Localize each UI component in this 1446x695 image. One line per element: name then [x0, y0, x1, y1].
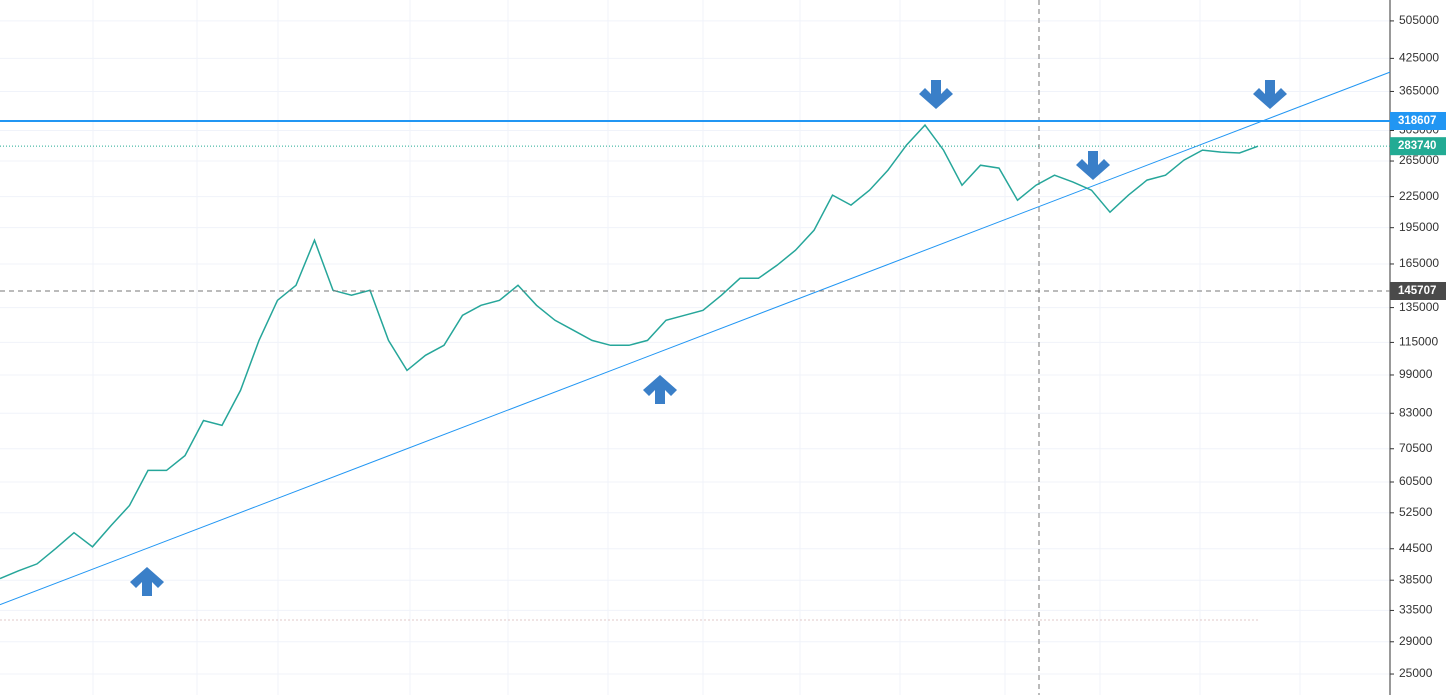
price-tag [1390, 111, 1446, 130]
y-tick-label: 70500 [1399, 441, 1433, 455]
arrow [1253, 80, 1287, 109]
price-tag [1390, 137, 1446, 156]
y-tick-label: 365000 [1399, 84, 1439, 98]
arrow [1076, 151, 1110, 180]
y-tick-label: 505000 [1399, 13, 1439, 27]
y-tick-label: 52500 [1399, 505, 1433, 519]
arrow [130, 567, 164, 596]
y-tick-label: 29000 [1399, 634, 1433, 648]
y-tick-label: 225000 [1399, 189, 1439, 203]
price-tag-label: 318607 [1398, 115, 1436, 127]
y-tick-label: 425000 [1399, 51, 1439, 65]
y-tick-label: 165000 [1399, 256, 1439, 270]
crosshair-tag [1390, 281, 1446, 300]
arrow [919, 80, 953, 109]
y-tick-label: 135000 [1399, 300, 1439, 314]
arrows [130, 80, 1287, 596]
crosshair-tag-label: 145707 [1398, 285, 1436, 297]
y-tick-label: 33500 [1399, 603, 1433, 617]
y-tick-label: 115000 [1399, 335, 1438, 349]
price-line [0, 123, 1259, 580]
y-tick-label: 195000 [1399, 220, 1439, 234]
arrow [643, 375, 677, 404]
y-tick-label: 265000 [1399, 153, 1439, 167]
y-tick-label: 60500 [1399, 474, 1433, 488]
price-tag-label: 283740 [1398, 140, 1436, 152]
y-tick-label: 99000 [1399, 367, 1433, 381]
y-tick-label: 83000 [1399, 405, 1433, 419]
y-tick-label: 44500 [1399, 541, 1433, 555]
y-tick-label: 25000 [1399, 666, 1433, 680]
trendline [0, 71, 1391, 606]
y-tick-label: 38500 [1399, 572, 1433, 586]
vertical-grid [92, 0, 1301, 695]
